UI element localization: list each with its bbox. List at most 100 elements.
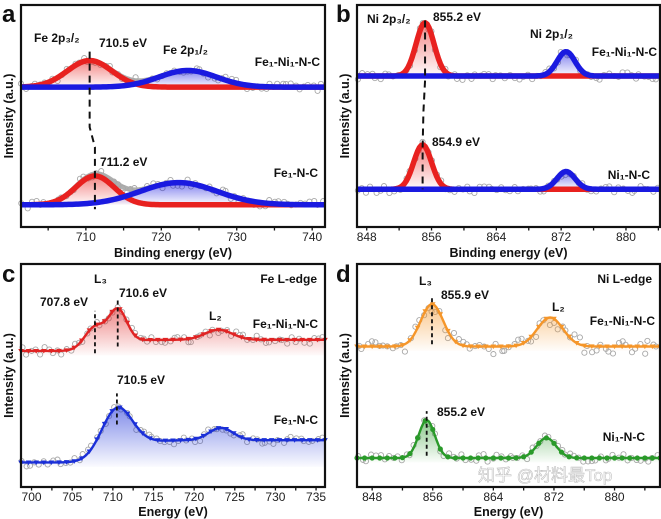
fit-marker — [505, 344, 512, 349]
annotation-label: 854.9 eV — [432, 135, 480, 149]
annotation-label: Fe₁-Ni₁-N-C — [592, 45, 658, 59]
fit-marker — [589, 344, 595, 349]
y-axis-label: Intensity (a.u.) — [338, 333, 352, 418]
fit-marker — [482, 344, 489, 350]
annotation-label: 710.5 eV — [99, 36, 147, 50]
fit-marker — [185, 336, 191, 342]
panel-b: 848 856 864 872 880 Binding energy (eV) Intens… — [336, 1, 661, 260]
x-tick-label: 740 — [302, 230, 322, 244]
fit-marker — [467, 344, 474, 349]
annotation-label: Fe₁-N-C — [274, 413, 319, 427]
component-line — [356, 48, 661, 79]
annotation-label: Fe₁-N-C — [274, 166, 319, 180]
fit-marker — [33, 348, 39, 354]
fit-marker — [215, 426, 222, 431]
fit-marker — [139, 431, 146, 436]
annotation-label: 855.2 eV — [433, 10, 481, 24]
annotation-label: Ni₁-N-C — [603, 430, 646, 444]
x-tick-label: 864 — [483, 490, 503, 504]
fit-marker — [276, 438, 283, 443]
fit-marker — [513, 343, 519, 349]
x-tick-label: 725 — [225, 490, 245, 504]
x-axis-label: Binding energy (eV) — [114, 246, 232, 260]
annotation-label: 707.8 eV — [40, 295, 88, 309]
fit-marker — [611, 455, 618, 461]
fit-marker — [596, 344, 603, 350]
annotation-label: 710.6 eV — [119, 286, 167, 300]
x-tick-label: 715 — [143, 490, 163, 504]
fit-marker — [63, 348, 70, 353]
plot-frame — [355, 3, 661, 229]
fit-marker — [253, 438, 260, 443]
fit-marker — [48, 348, 55, 354]
x-tick-label: 705 — [62, 490, 82, 504]
panel-a: 710 720 730 740 Binding energy (eV) Intensity… — [2, 1, 327, 260]
x-tick-label: 880 — [616, 230, 636, 244]
fit-marker — [642, 344, 648, 350]
fit-marker — [649, 455, 656, 461]
fit-marker — [384, 344, 391, 350]
component-fill — [21, 182, 325, 205]
fit-marker — [71, 459, 77, 464]
fit-marker — [634, 455, 640, 461]
fit-marker — [596, 455, 603, 461]
annotation-label: Ni 2p₃/₂ — [367, 12, 411, 26]
fit-marker — [483, 455, 489, 461]
fit-marker — [566, 334, 572, 340]
data-point — [576, 334, 583, 341]
fit-marker — [520, 341, 527, 346]
fit-marker — [56, 460, 62, 466]
x-tick-label: 856 — [423, 490, 443, 504]
x-tick-label: 710 — [76, 230, 96, 244]
fit-marker — [307, 337, 313, 343]
y-axis-label: Intensity (a.u.) — [2, 74, 16, 159]
fit-marker — [376, 344, 383, 350]
spectrum-Fe₁-Ni₁-N-C — [18, 304, 328, 358]
data-point — [644, 337, 651, 344]
fit-marker — [452, 455, 459, 461]
component-line — [20, 67, 326, 90]
fit-marker — [238, 435, 245, 440]
plot-frame — [19, 3, 327, 229]
component-fill — [357, 144, 660, 190]
fit-marker — [155, 337, 161, 343]
component-fill — [21, 70, 325, 88]
annotation-label: 711.2 eV — [100, 155, 147, 169]
x-axis-label: Energy (eV) — [138, 505, 207, 519]
fit-marker — [384, 455, 390, 461]
x-tick-label: 720 — [184, 490, 204, 504]
fit-marker — [215, 327, 222, 333]
data-point — [515, 336, 522, 343]
annotation-label: Fe 2p₃/₂ — [34, 31, 80, 45]
fit-marker — [445, 454, 451, 460]
fit-marker — [86, 328, 93, 333]
fit-marker — [284, 438, 290, 443]
fit-marker — [521, 454, 527, 460]
fit-marker — [94, 437, 100, 442]
fit-marker — [269, 438, 275, 443]
fit-marker — [498, 344, 504, 350]
fit-marker — [543, 316, 550, 322]
x-tick-label: 710 — [103, 490, 123, 504]
fit-marker — [558, 324, 565, 330]
data-point — [372, 339, 379, 346]
area-fill — [21, 407, 325, 467]
fit-marker — [604, 344, 610, 350]
fit-marker — [246, 336, 252, 342]
fit-marker — [634, 344, 641, 350]
data-point — [642, 350, 649, 357]
fit-marker — [558, 449, 565, 455]
x-tick-label: 700 — [22, 490, 42, 504]
fit-marker — [619, 455, 625, 461]
fit-marker — [124, 320, 131, 326]
fit-marker — [101, 319, 108, 324]
fit-marker — [536, 324, 542, 330]
fit-marker — [573, 341, 580, 346]
fit-marker — [642, 455, 648, 461]
fit-marker — [223, 329, 229, 334]
fit-marker — [399, 343, 406, 348]
annotation-label: Ni 2p₁/₂ — [530, 27, 573, 41]
panel-c: 700 705 710 715 720 725 730 735 Energy (eV) Inten… — [2, 261, 328, 519]
area-fill — [21, 308, 325, 356]
annotation-label: L₃ — [419, 274, 432, 288]
